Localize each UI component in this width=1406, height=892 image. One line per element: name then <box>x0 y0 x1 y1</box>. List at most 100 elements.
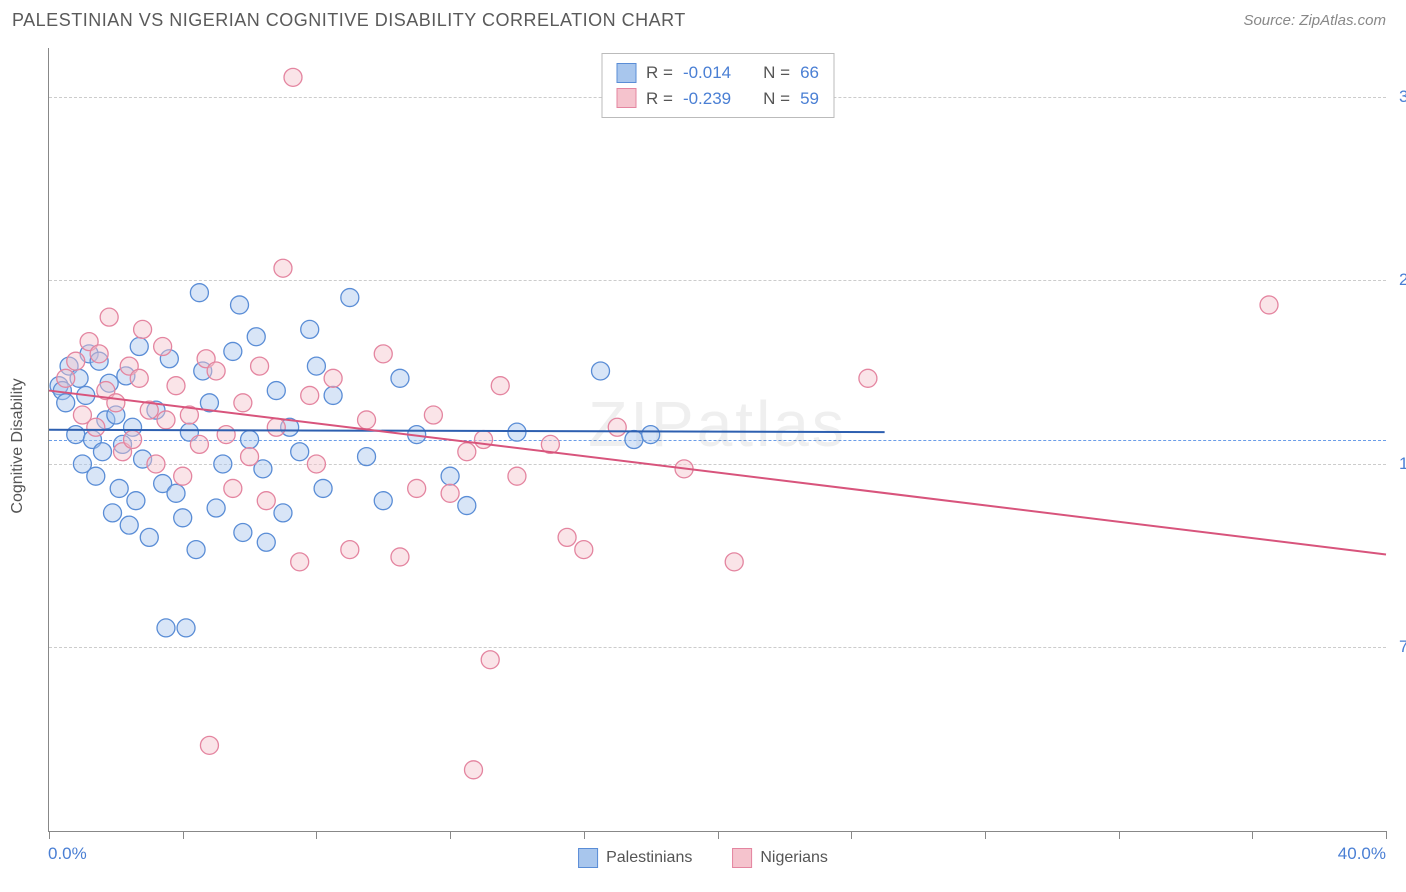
data-point <box>491 377 509 395</box>
data-point <box>575 541 593 559</box>
x-tick <box>1386 831 1387 839</box>
x-tick <box>985 831 986 839</box>
data-point <box>124 431 142 449</box>
data-point <box>301 386 319 404</box>
data-point <box>324 386 342 404</box>
correlation-legend: R = -0.014N = 66R = -0.239N = 59 <box>601 53 834 118</box>
data-point <box>307 455 325 473</box>
data-point <box>358 411 376 429</box>
legend-n-label: N = <box>763 86 790 112</box>
y-tick-label: 22.5% <box>1391 270 1406 290</box>
data-point <box>558 528 576 546</box>
y-tick-label: 7.5% <box>1391 637 1406 657</box>
data-point <box>167 484 185 502</box>
legend-r-value: -0.014 <box>683 60 731 86</box>
data-point <box>481 651 499 669</box>
data-point <box>224 479 242 497</box>
data-point <box>110 479 128 497</box>
x-tick <box>1252 831 1253 839</box>
data-point <box>291 553 309 571</box>
data-point <box>217 426 235 444</box>
data-point <box>247 328 265 346</box>
data-point <box>274 259 292 277</box>
data-point <box>57 369 75 387</box>
data-point <box>441 484 459 502</box>
data-point <box>251 357 269 375</box>
legend-item: Nigerians <box>732 848 828 868</box>
data-point <box>174 467 192 485</box>
x-axis-max-label: 40.0% <box>1338 844 1386 864</box>
data-point <box>324 369 342 387</box>
data-point <box>224 342 242 360</box>
data-point <box>190 284 208 302</box>
data-point <box>241 448 259 466</box>
y-axis-label: Cognitive Disability <box>9 378 27 513</box>
data-point <box>130 338 148 356</box>
x-axis-min-label: 0.0% <box>48 844 87 864</box>
data-point <box>154 338 172 356</box>
data-point <box>107 394 125 412</box>
x-tick <box>49 831 50 839</box>
source-label: Source: ZipAtlas.com <box>1243 12 1386 29</box>
legend-n-value: 66 <box>800 60 819 86</box>
data-point <box>177 619 195 637</box>
data-point <box>207 362 225 380</box>
data-point <box>90 345 108 363</box>
data-point <box>341 289 359 307</box>
scatter-plot-svg <box>49 48 1386 831</box>
data-point <box>157 619 175 637</box>
y-tick-label: 15.0% <box>1391 454 1406 474</box>
legend-n-label: N = <box>763 60 790 86</box>
legend-r-label: R = <box>646 60 673 86</box>
data-point <box>147 455 165 473</box>
data-point <box>231 296 249 314</box>
data-point <box>267 382 285 400</box>
data-point <box>341 541 359 559</box>
legend-row: R = -0.014 N = 66 <box>616 60 819 86</box>
data-point <box>508 423 526 441</box>
data-point <box>67 426 85 444</box>
data-point <box>608 418 626 436</box>
data-point <box>87 467 105 485</box>
data-point <box>475 431 493 449</box>
data-point <box>93 443 111 461</box>
chart-plot-area: ZIPatlas R = -0.014N = 66R = -0.239N = 5… <box>48 48 1386 832</box>
data-point <box>234 523 252 541</box>
data-point <box>207 499 225 517</box>
data-point <box>267 418 285 436</box>
data-point <box>391 548 409 566</box>
legend-swatch <box>732 848 752 868</box>
data-point <box>642 426 660 444</box>
legend-swatch <box>616 88 636 108</box>
data-point <box>458 497 476 515</box>
trend-line <box>49 430 885 432</box>
data-point <box>314 479 332 497</box>
x-tick <box>316 831 317 839</box>
data-point <box>391 369 409 387</box>
data-point <box>67 352 85 370</box>
data-point <box>140 528 158 546</box>
data-point <box>307 357 325 375</box>
legend-item: Palestinians <box>578 848 692 868</box>
data-point <box>374 492 392 510</box>
data-point <box>274 504 292 522</box>
data-point <box>508 467 526 485</box>
data-point <box>190 435 208 453</box>
data-point <box>234 394 252 412</box>
data-point <box>214 455 232 473</box>
legend-row: R = -0.239N = 59 <box>616 86 819 112</box>
data-point <box>127 492 145 510</box>
data-point <box>87 418 105 436</box>
data-point <box>291 443 309 461</box>
data-point <box>174 509 192 527</box>
legend-label: Palestinians <box>606 849 692 867</box>
data-point <box>104 504 122 522</box>
series-legend: Palestinians Nigerians <box>578 848 828 868</box>
legend-r-label: R = <box>646 86 673 112</box>
chart-title: PALESTINIAN VS NIGERIAN COGNITIVE DISABI… <box>12 10 686 31</box>
y-tick-label: 30.0% <box>1391 87 1406 107</box>
data-point <box>374 345 392 363</box>
data-point <box>157 411 175 429</box>
legend-r-value: -0.239 <box>683 86 731 112</box>
data-point <box>725 553 743 571</box>
